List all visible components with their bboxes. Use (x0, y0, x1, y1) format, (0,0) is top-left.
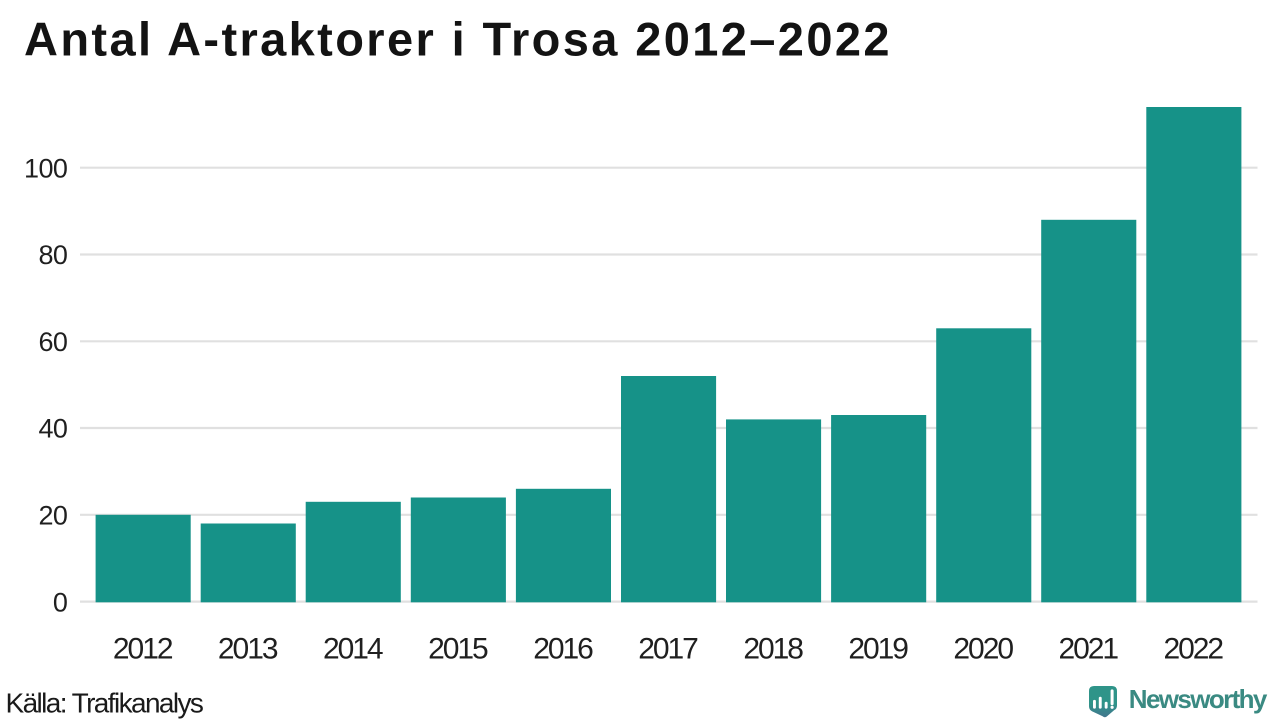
svg-text:2012: 2012 (113, 632, 173, 665)
svg-text:2017: 2017 (638, 632, 698, 665)
svg-text:2014: 2014 (323, 632, 383, 665)
svg-text:Antal A-traktorer i Trosa 2012: Antal A-traktorer i Trosa 2012–2022 (24, 13, 892, 66)
svg-text:40: 40 (38, 414, 67, 444)
svg-text:2021: 2021 (1059, 632, 1119, 665)
svg-text:2013: 2013 (218, 632, 278, 665)
svg-text:2015: 2015 (428, 632, 488, 665)
svg-text:2016: 2016 (533, 632, 593, 665)
svg-text:2019: 2019 (848, 632, 908, 665)
svg-text:2020: 2020 (953, 632, 1013, 665)
svg-text:20: 20 (38, 501, 67, 531)
svg-text:60: 60 (38, 327, 67, 357)
svg-text:100: 100 (24, 153, 67, 183)
svg-text:2018: 2018 (743, 632, 803, 665)
svg-text:2022: 2022 (1164, 632, 1224, 665)
svg-text:Newsworthy: Newsworthy (1129, 684, 1268, 714)
svg-text:0: 0 (53, 587, 67, 617)
svg-text:80: 80 (38, 240, 67, 270)
svg-text:Källa: Trafikanalys: Källa: Trafikanalys (6, 687, 203, 718)
